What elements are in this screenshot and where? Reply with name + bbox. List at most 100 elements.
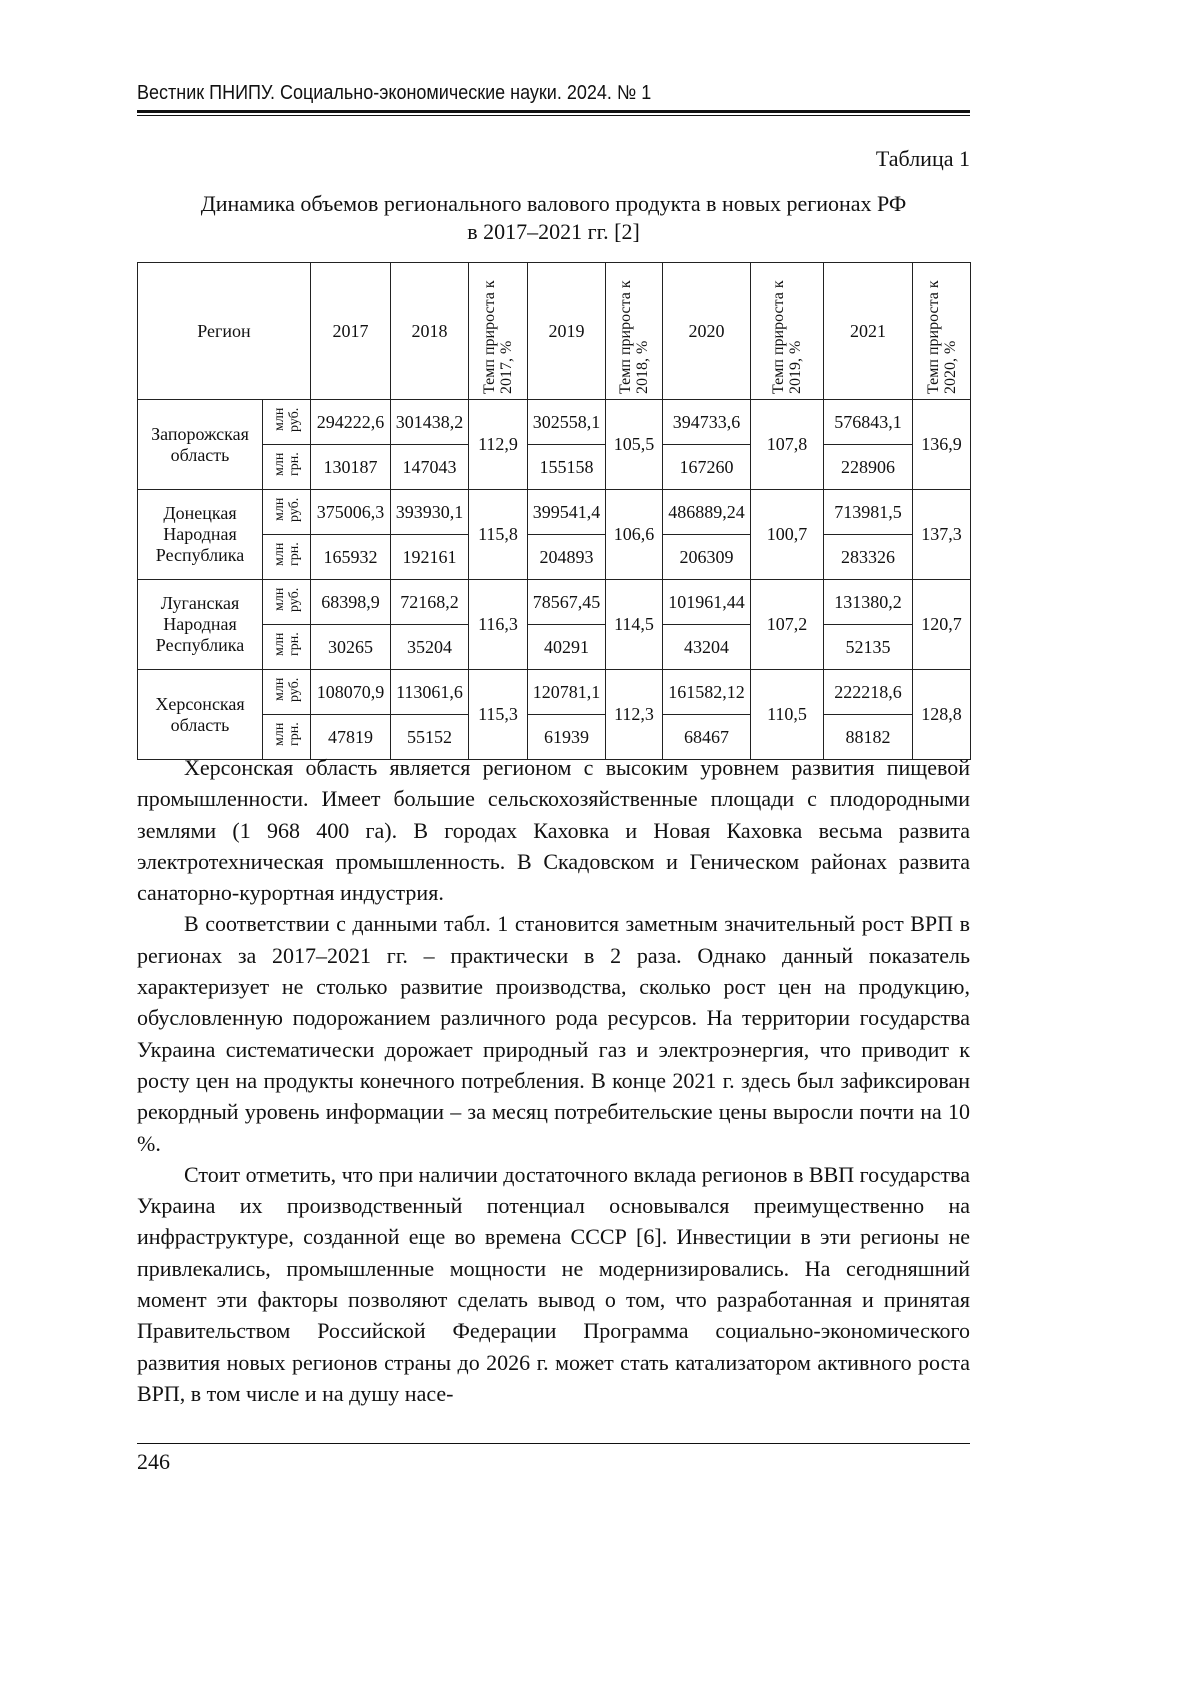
value-grn: 165932: [310, 534, 391, 580]
value-rub: 161582,12: [662, 669, 751, 715]
growth-rate: 137,3: [912, 489, 971, 580]
running-title: Вестник ПНИПУ. Социально-экономические н…: [137, 82, 652, 104]
value-rub: 393930,1: [390, 489, 469, 535]
page-number: 246: [137, 1449, 170, 1474]
table-title: Динамика объемов регионального валового …: [137, 190, 970, 246]
unit-grn: млн грн.: [262, 534, 311, 580]
value-rub: 113061,6: [390, 669, 469, 715]
paragraph: В соответствии с данными табл. 1 станови…: [137, 911, 970, 1156]
header-region: Регион: [137, 262, 311, 400]
unit-grn: млн грн.: [262, 624, 311, 670]
value-grn: 228906: [823, 444, 913, 490]
paragraph: Стоит отметить, что при наличии достаточ…: [137, 1161, 970, 1406]
value-grn: 40291: [527, 624, 606, 670]
header-growth-2018: Темп прироста к 2018, %: [605, 262, 663, 400]
value-grn: 61939: [527, 714, 606, 760]
value-rub: 78567,45: [527, 579, 606, 625]
growth-rate: 128,8: [912, 669, 971, 760]
value-rub: 222218,6: [823, 669, 913, 715]
unit-rub: млн руб.: [262, 399, 311, 445]
value-grn: 283326: [823, 534, 913, 580]
table-row-grn: млн грн. 165932 192161 204893 206309 283326: [138, 534, 971, 580]
value-rub: 394733,6: [662, 399, 751, 445]
value-rub: 108070,9: [310, 669, 391, 715]
table-row-grn: млн грн. 130187 147043 155158 167260 228906: [138, 444, 971, 490]
growth-rate: 107,2: [750, 579, 824, 670]
growth-rate: 115,3: [468, 669, 528, 760]
value-grn: 43204: [662, 624, 751, 670]
header-2017: 2017: [310, 262, 391, 400]
growth-rate: 107,8: [750, 399, 824, 490]
growth-rate: 110,5: [750, 669, 824, 760]
header-2019: 2019: [527, 262, 606, 400]
growth-rate: 136,9: [912, 399, 971, 490]
header-rule-thin: [137, 115, 970, 116]
value-rub: 294222,6: [310, 399, 391, 445]
value-rub: 375006,3: [310, 489, 391, 535]
header-growth-2020: Темп прироста к 2020, %: [912, 262, 971, 400]
table-header-row: Регион 2017 2018 Темп прироста к 2017, %…: [137, 262, 971, 400]
value-rub: 301438,2: [390, 399, 469, 445]
region-name: Запорожская область: [137, 399, 263, 490]
value-grn: 68467: [662, 714, 751, 760]
header-growth-2019: Темп прироста к 2019, %: [750, 262, 824, 400]
value-grn: 192161: [390, 534, 469, 580]
value-rub: 713981,5: [823, 489, 913, 535]
growth-rate: 112,3: [605, 669, 663, 760]
table-row-grn: млн грн. 47819 55152 61939 68467 88182: [138, 714, 971, 760]
header-2018: 2018: [390, 262, 469, 400]
value-grn: 130187: [310, 444, 391, 490]
header-2021: 2021: [823, 262, 913, 400]
value-grn: 206309: [662, 534, 751, 580]
table-row-rub: Донецкая Народная Республика млн руб. 3750…: [137, 489, 971, 580]
region-name: Херсонская область: [137, 669, 263, 760]
value-rub: 68398,9: [310, 579, 391, 625]
value-grn: 167260: [662, 444, 751, 490]
body-text: Херсонская область является регионом с в…: [137, 752, 970, 1409]
paragraph: Херсонская область является регионом с в…: [137, 755, 970, 906]
region-name: Донецкая Народная Республика: [137, 489, 263, 580]
table-row-rub: Запорожская область млн руб. 294222,6 30143…: [137, 399, 971, 490]
header-rule: [137, 110, 970, 113]
growth-rate: 100,7: [750, 489, 824, 580]
table-label: Таблица 1: [875, 146, 970, 171]
region-name: Луганская Народная Республика: [137, 579, 263, 670]
value-rub: 486889,24: [662, 489, 751, 535]
value-grn: 47819: [310, 714, 391, 760]
value-grn: 35204: [390, 624, 469, 670]
growth-rate: 120,7: [912, 579, 971, 670]
value-rub: 576843,1: [823, 399, 913, 445]
unit-rub: млн руб.: [262, 669, 311, 715]
growth-rate: 106,6: [605, 489, 663, 580]
growth-rate: 116,3: [468, 579, 528, 670]
unit-grn: млн грн.: [262, 714, 311, 760]
value-grn: 155158: [527, 444, 606, 490]
growth-rate: 112,9: [468, 399, 528, 490]
value-rub: 131380,2: [823, 579, 913, 625]
growth-rate: 105,5: [605, 399, 663, 490]
table-row-rub: Луганская Народная Республика млн руб. 683…: [137, 579, 971, 670]
value-rub: 399541,4: [527, 489, 606, 535]
header-growth-2017: Темп прироста к 2017, %: [468, 262, 528, 400]
growth-rate: 114,5: [605, 579, 663, 670]
value-rub: 302558,1: [527, 399, 606, 445]
unit-rub: млн руб.: [262, 489, 311, 535]
footer-rule: [137, 1443, 970, 1444]
table-row-rub: Херсонская область млн руб. 108070,9 113061…: [137, 669, 971, 760]
unit-rub: млн руб.: [262, 579, 311, 625]
value-rub: 101961,44: [662, 579, 751, 625]
header-2020: 2020: [662, 262, 751, 400]
value-rub: 120781,1: [527, 669, 606, 715]
growth-rate: 115,8: [468, 489, 528, 580]
value-grn: 88182: [823, 714, 913, 760]
table-title-line-2: в 2017–2021 гг. [2]: [467, 219, 640, 244]
gdp-table: Регион 2017 2018 Темп прироста к 2017, %…: [137, 262, 971, 760]
value-grn: 52135: [823, 624, 913, 670]
value-grn: 30265: [310, 624, 391, 670]
unit-grn: млн грн.: [262, 444, 311, 490]
value-rub: 72168,2: [390, 579, 469, 625]
table-row-grn: млн грн. 30265 35204 40291 43204 52135: [138, 624, 971, 670]
value-grn: 55152: [390, 714, 469, 760]
table-title-line-1: Динамика объемов регионального валового …: [200, 191, 907, 216]
value-grn: 204893: [527, 534, 606, 580]
